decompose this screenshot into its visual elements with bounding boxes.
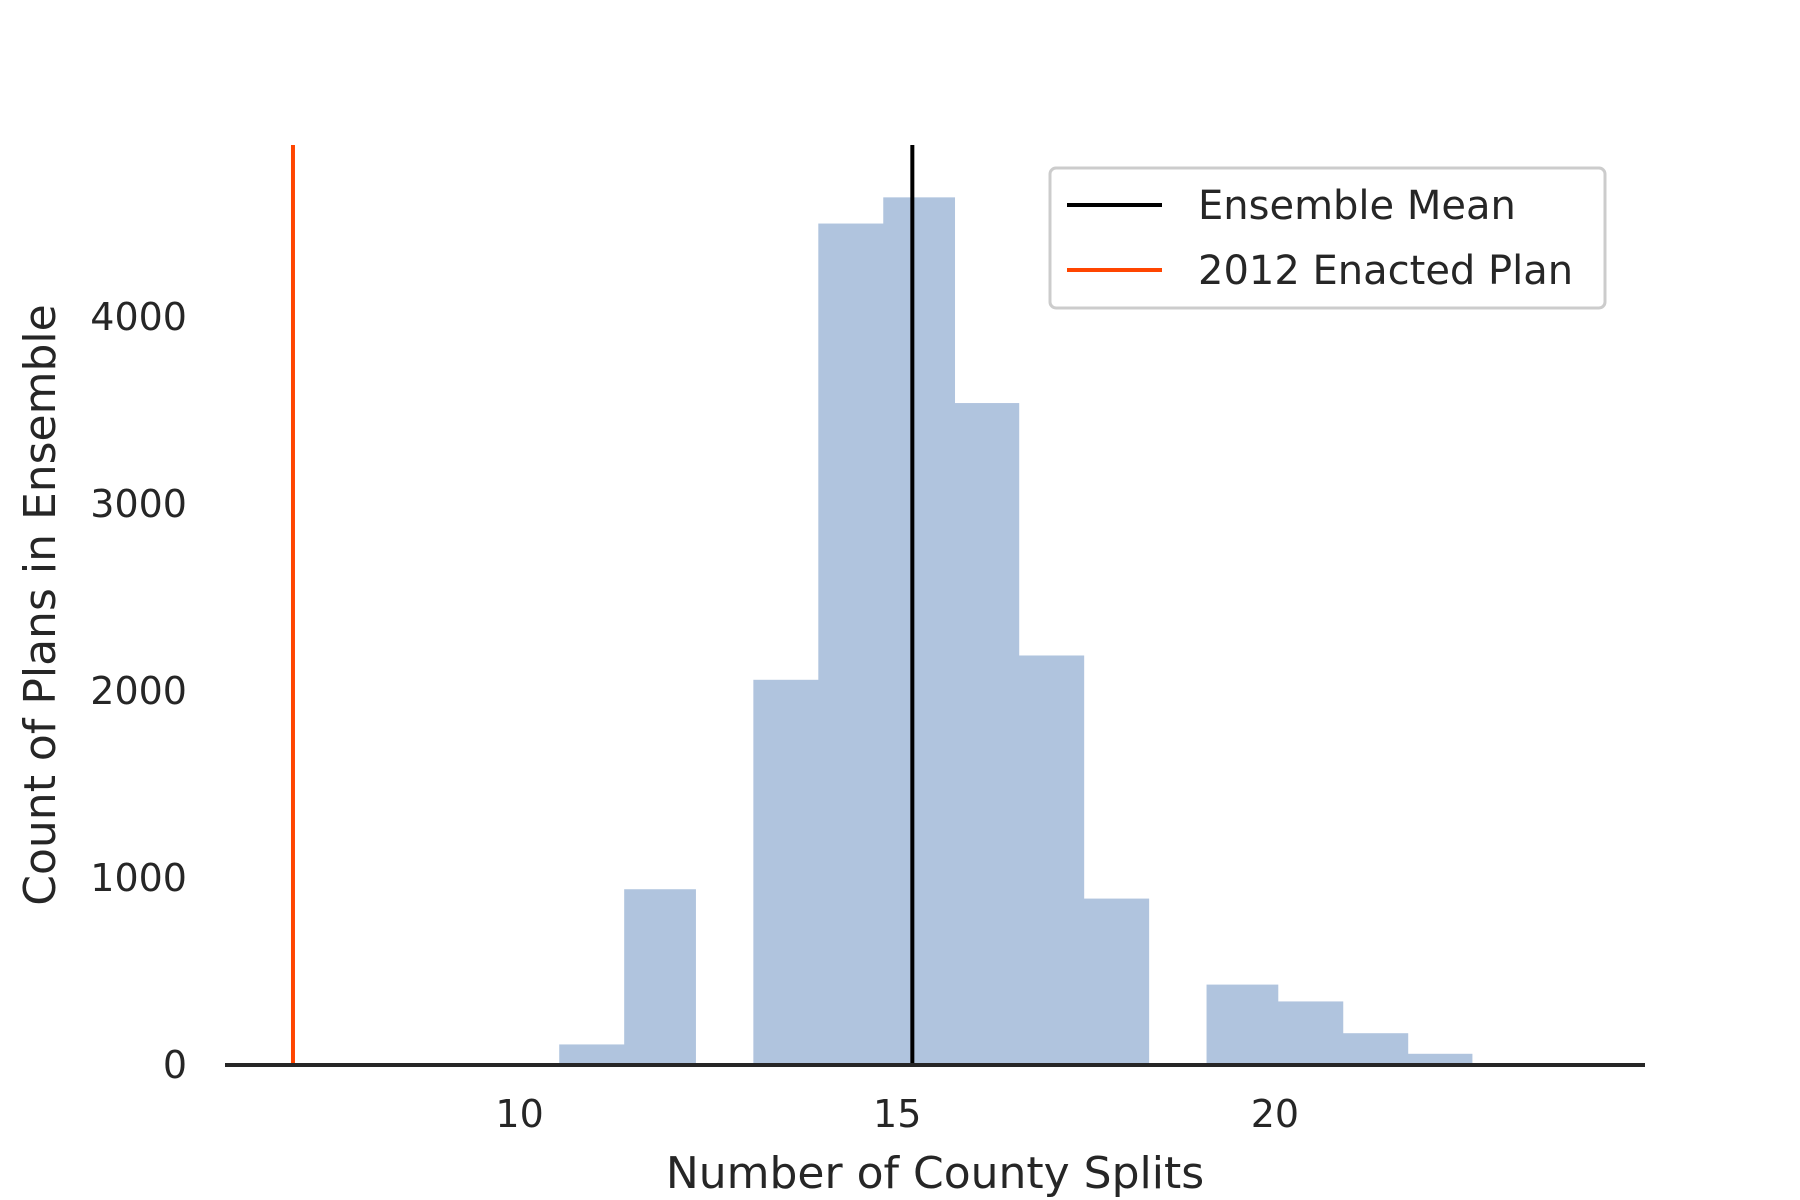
- histogram-bar-1: [624, 889, 696, 1065]
- histogram-bar-6: [1012, 655, 1085, 1065]
- bars-layer: [559, 197, 1473, 1065]
- histogram-bar-4: [883, 197, 956, 1065]
- histogram-bar-9: [1271, 1001, 1344, 1065]
- reference-lines-layer: [290, 145, 915, 1065]
- legend-label-ensemble-mean: Ensemble Mean: [1198, 183, 1516, 229]
- y-tick-label-0: 0: [163, 1043, 187, 1087]
- y-tick-label-2000: 2000: [90, 669, 187, 713]
- x-tick-label-20: 20: [1251, 1092, 1299, 1136]
- histogram-bar-7: [1077, 898, 1150, 1065]
- histogram-bar-5: [947, 403, 1020, 1065]
- y-tick-label-3000: 3000: [90, 482, 187, 526]
- x-tick-labels: 10 15 20: [495, 1092, 1299, 1136]
- legend: Ensemble Mean 2012 Enacted Plan: [1048, 166, 1607, 310]
- y-tick-label-1000: 1000: [90, 856, 187, 900]
- y-tick-labels: 0 1000 2000 3000 4000: [90, 295, 187, 1087]
- histogram-bar-11: [1400, 1053, 1473, 1065]
- legend-label-enacted-plan: 2012 Enacted Plan: [1198, 248, 1573, 294]
- legend-box: [1048, 166, 1607, 310]
- x-tick-label-10: 10: [495, 1092, 543, 1136]
- histogram-bar-10: [1336, 1033, 1409, 1065]
- x-axis-title: Number of County Splits: [666, 1148, 1204, 1199]
- x-tick-label-15: 15: [873, 1092, 921, 1136]
- y-tick-label-4000: 4000: [90, 295, 187, 339]
- histogram-bar-3: [818, 223, 891, 1065]
- histogram-bar-2: [753, 679, 826, 1065]
- y-axis-title: Count of Plans in Ensemble: [15, 304, 66, 905]
- histogram-bar-8: [1206, 984, 1279, 1065]
- histogram-bar-0: [559, 1044, 631, 1065]
